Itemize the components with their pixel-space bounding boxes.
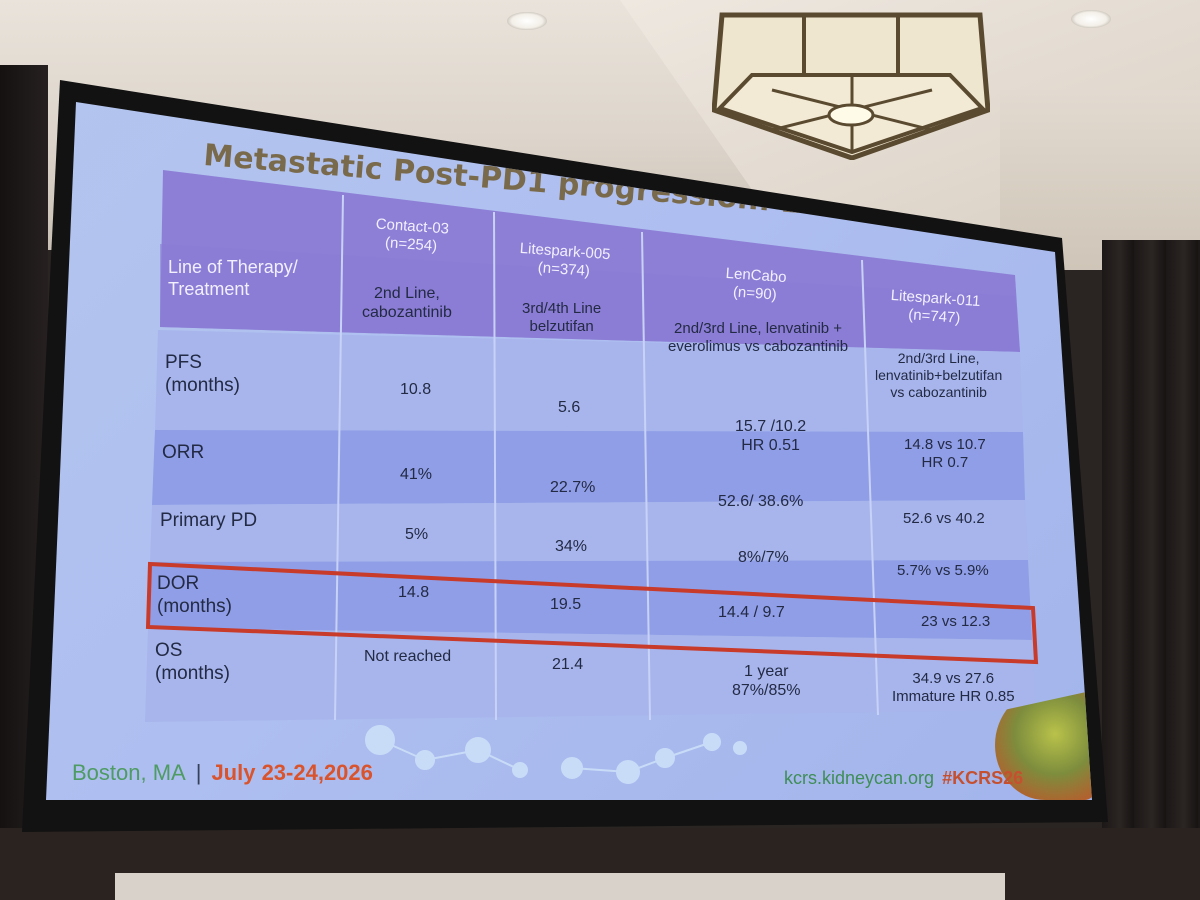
curtain-right bbox=[1102, 240, 1200, 900]
column-header: Litespark-005 (n=374) bbox=[519, 239, 612, 280]
column-header: Litespark-011 (n=747) bbox=[890, 286, 981, 327]
footer-city: Boston, MA bbox=[72, 760, 186, 785]
footer-event-info: Boston, MA | July 23-24,2026 bbox=[72, 760, 373, 786]
treatment-cell: 2nd/3rd Line, lenvatinib + everolimus vs … bbox=[668, 320, 849, 355]
table-cell: 8%/7% bbox=[738, 549, 789, 566]
row-label-pfs: PFS (months) bbox=[165, 352, 240, 396]
table-cell: 10.8 bbox=[400, 381, 432, 398]
chandelier bbox=[712, 12, 990, 160]
row-label-orr: ORR bbox=[162, 442, 205, 463]
table-cell: 15.7 /10.2 HR 0.51 bbox=[735, 418, 807, 455]
table-cell: 5.6 bbox=[558, 399, 581, 416]
ceiling-downlight bbox=[1071, 10, 1111, 28]
table-cell: 14.4 / 9.7 bbox=[718, 604, 785, 621]
footer-hashtag: #KCRS26 bbox=[942, 768, 1024, 788]
row-label-os: OS (months) bbox=[155, 640, 230, 684]
table-cell: 34% bbox=[555, 538, 588, 555]
table-cell: 23 vs 12.3 bbox=[921, 613, 991, 630]
table-cell: 52.6/ 38.6% bbox=[718, 493, 804, 510]
footer-web-info: kcrs.kidneycan.org #KCRS26 bbox=[784, 768, 1023, 789]
table-cell: 14.8 vs 10.7 HR 0.7 bbox=[904, 436, 986, 471]
table-cell: 1 year 87%/85% bbox=[732, 663, 801, 700]
table-cell: 5% bbox=[405, 526, 429, 543]
row-label-primary-pd: Primary PD bbox=[160, 510, 258, 531]
table-cell: 21.4 bbox=[552, 656, 584, 673]
table-cell: Not reached bbox=[364, 648, 452, 665]
table-cell: 41% bbox=[400, 466, 433, 483]
table-cell: 19.5 bbox=[550, 596, 582, 613]
footer-dates: July 23-24,2026 bbox=[211, 760, 373, 785]
corner-header: Line of Therapy/ Treatment bbox=[168, 257, 298, 299]
column-header: Contact-03 (n=254) bbox=[375, 215, 450, 255]
column-header: LenCabo (n=90) bbox=[725, 264, 788, 304]
footer-url: kcrs.kidneycan.org bbox=[784, 768, 935, 788]
table-cell: 52.6 vs 40.2 bbox=[903, 510, 985, 527]
treatment-cell: 3rd/4th Line belzutifan bbox=[522, 300, 602, 335]
table-cell: 5.7% vs 5.9% bbox=[897, 562, 989, 579]
table-cell: 34.9 vs 27.6 Immature HR 0.85 bbox=[892, 670, 1015, 705]
row-label-dor: DOR (months) bbox=[157, 573, 232, 617]
stage-edge bbox=[115, 873, 1005, 900]
treatment-cell: 2nd/3rd Line, lenvatinib+belzutifan vs cab… bbox=[875, 350, 1003, 400]
table-cell: 22.7% bbox=[550, 479, 596, 496]
treatment-cell: 2nd Line, cabozantinib bbox=[362, 285, 452, 322]
ceiling-downlight bbox=[507, 12, 547, 30]
table-cell: 14.8 bbox=[398, 584, 430, 601]
molecule-decoration bbox=[365, 725, 747, 784]
footer-separator: | bbox=[195, 760, 202, 785]
